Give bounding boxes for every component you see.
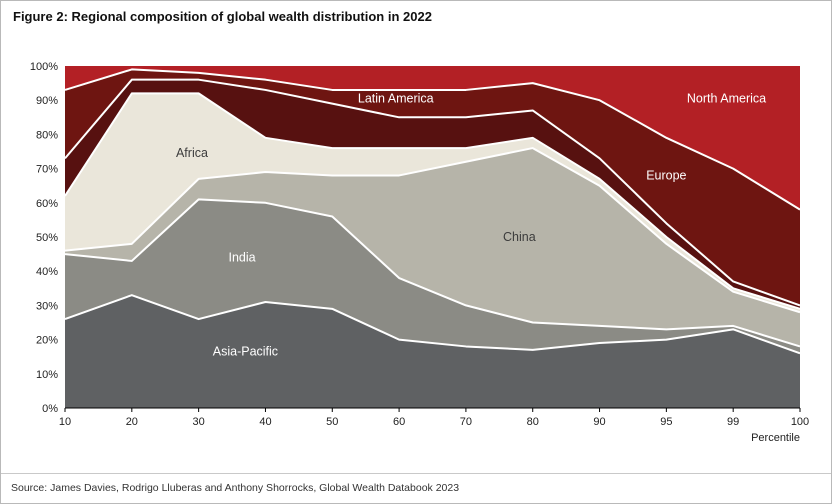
region-label-china: China: [503, 230, 536, 244]
region-label-africa: Africa: [176, 146, 208, 160]
boundary-europe-north-america: [64, 68, 801, 211]
x-tick-label: 90: [593, 416, 605, 428]
y-tick-label: 20%: [36, 335, 58, 347]
y-tick-label: 10%: [36, 369, 58, 381]
y-tick-label: 0%: [42, 403, 58, 415]
boundary-africa-latin-america: [64, 92, 801, 310]
x-tick-label: 99: [727, 416, 739, 428]
area-europe: [65, 69, 800, 306]
y-tick-label: 40%: [36, 266, 58, 278]
area-africa: [65, 93, 800, 313]
area-north-america: [65, 66, 800, 210]
y-tick-label: 90%: [36, 95, 58, 107]
x-tick-label: 40: [259, 416, 271, 428]
region-label-latin-america: Latin America: [358, 91, 434, 105]
x-tick-label: 30: [193, 416, 205, 428]
area-latin-america: [65, 79, 800, 309]
y-tick-label: 80%: [36, 129, 58, 141]
x-axis-title: Percentile: [751, 432, 800, 444]
region-label-asia-pacific: Asia-Pacific: [213, 345, 278, 359]
x-tick-label: 70: [460, 416, 472, 428]
y-tick-label: 50%: [36, 232, 58, 244]
y-tick-label: 70%: [36, 164, 58, 176]
region-label-india: India: [229, 251, 256, 265]
boundary-china-africa: [64, 147, 801, 314]
region-label-north-america: North America: [687, 91, 766, 105]
boundary-india-china: [64, 198, 801, 348]
x-tick-label: 80: [527, 416, 539, 428]
region-label-europe: Europe: [646, 168, 686, 182]
area-asia-pacific: [65, 295, 800, 408]
x-tick-label: 95: [660, 416, 672, 428]
figure-title: Figure 2: Regional composition of global…: [13, 9, 432, 24]
y-tick-label: 60%: [36, 198, 58, 210]
boundary-latin-america-europe: [64, 78, 801, 307]
x-tick-label: 50: [326, 416, 338, 428]
y-tick-label: 100%: [30, 61, 58, 73]
source-attribution: Source: James Davies, Rodrigo Lluberas a…: [11, 482, 460, 494]
area-china: [65, 148, 800, 347]
y-tick-label: 30%: [36, 300, 58, 312]
boundary-asia-pacific-india: [64, 294, 801, 355]
x-tick-label: 10: [59, 416, 71, 428]
x-tick-label: 100: [791, 416, 809, 428]
x-tick-label: 60: [393, 416, 405, 428]
source-divider: [1, 473, 831, 474]
x-tick-label: 20: [126, 416, 138, 428]
wealth-stacked-area-chart: 10 20 30 40 50 60 70 80 90 95 99 100 0% 10% 20% 30% 40% 5…: [30, 61, 809, 444]
area-india: [65, 199, 800, 354]
